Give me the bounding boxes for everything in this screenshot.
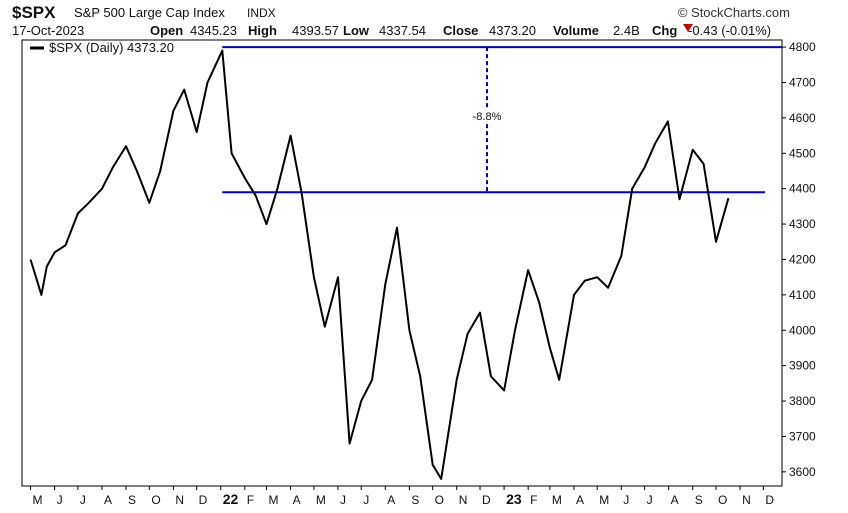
stat-value-close: 4373.20 xyxy=(489,23,536,38)
drawdown-label-bg xyxy=(467,109,508,123)
x-tick-label: A xyxy=(671,493,679,507)
legend-label: $SPX (Daily) 4373.20 xyxy=(49,40,174,55)
x-tick-label: S xyxy=(128,493,136,507)
stat-label-low: Low xyxy=(343,23,370,38)
y-tick-label: 4600 xyxy=(789,111,816,125)
x-tick-label: M xyxy=(33,493,43,507)
stat-value-open: 4345.23 xyxy=(190,23,237,38)
stat-value-high: 4393.57 xyxy=(292,23,339,38)
x-tick-label: D xyxy=(199,493,208,507)
price-line xyxy=(29,49,730,480)
y-axis: 3600 3700 3800 3900 4000 4100 4200 4300 4400 4500… xyxy=(782,40,816,479)
y-tick-label: 4500 xyxy=(789,146,816,160)
stat-label-chg: Chg xyxy=(652,23,677,38)
x-tick-label: O xyxy=(718,493,727,507)
exchange-label: INDX xyxy=(247,6,276,20)
stat-value-volume: 2.4B xyxy=(613,23,640,38)
x-tick-label: M xyxy=(599,493,609,507)
x-tick-label: F xyxy=(530,493,537,507)
x-tick-label: J xyxy=(647,493,653,507)
x-tick-label: D xyxy=(765,493,774,507)
y-tick-label: 4100 xyxy=(789,288,816,302)
symbol-title: $SPX xyxy=(12,3,56,22)
stat-label-close: Close xyxy=(443,23,478,38)
y-tick-label: 4700 xyxy=(789,75,816,89)
x-tick-label: A xyxy=(387,493,395,507)
x-tick-label: M xyxy=(316,493,326,507)
y-tick-label: 3900 xyxy=(789,359,816,373)
stat-label-open: Open xyxy=(150,23,183,38)
y-tick-label: 4800 xyxy=(789,40,816,54)
x-tick-label: D xyxy=(482,493,491,507)
stats-row: Open 4345.23 High 4393.57 Low 4337.54 Close 437… xyxy=(150,23,771,38)
x-tick-label: J xyxy=(340,493,346,507)
y-tick-label: 4200 xyxy=(789,252,816,266)
x-tick-label: J xyxy=(57,493,63,507)
y-tick-label: 3700 xyxy=(789,429,816,443)
stat-value-chg: -0.43 (-0.01%) xyxy=(688,23,771,38)
x-tick-label: A xyxy=(104,493,112,507)
x-tick-label: J xyxy=(623,493,629,507)
x-tick-label: O xyxy=(435,493,444,507)
stat-value-low: 4337.54 xyxy=(379,23,426,38)
y-tick-label: 3800 xyxy=(789,394,816,408)
down-triangle-icon xyxy=(683,24,693,32)
x-tick-label: M xyxy=(269,493,279,507)
y-tick-label: 4400 xyxy=(789,182,816,196)
x-tick-label: A xyxy=(576,493,584,507)
stat-label-volume: Volume xyxy=(553,23,599,38)
x-tick-label: S xyxy=(411,493,419,507)
annotation-layer: -8.8% xyxy=(222,46,782,194)
x-tick-label: M xyxy=(552,493,562,507)
x-tick-label: A xyxy=(293,493,301,507)
x-tick-label: 23 xyxy=(506,491,522,507)
chart-date: 17-Oct-2023 xyxy=(12,23,84,38)
x-tick-label: J xyxy=(80,493,86,507)
x-tick-label: N xyxy=(175,493,184,507)
drawdown-label: -8.8% xyxy=(473,111,502,123)
x-tick-label: N xyxy=(459,493,468,507)
plot-frame xyxy=(21,39,783,487)
stat-label-high: High xyxy=(248,23,277,38)
x-tick-label: O xyxy=(151,493,160,507)
x-tick-label: J xyxy=(363,493,369,507)
x-axis: M J J A S O N D 22 F M A M J J A S O N D 23 F M A M J J A S O N D xyxy=(30,486,774,507)
index-name: S&P 500 Large Cap Index xyxy=(74,5,225,20)
y-tick-label: 3600 xyxy=(789,465,816,479)
x-tick-label: 22 xyxy=(223,491,239,507)
x-tick-label: F xyxy=(247,493,254,507)
watermark: © StockCharts.com xyxy=(678,5,790,20)
y-tick-label: 4000 xyxy=(789,323,816,337)
x-tick-label: N xyxy=(742,493,751,507)
legend: $SPX (Daily) 4373.20 xyxy=(30,40,174,55)
x-tick-label: S xyxy=(695,493,703,507)
y-tick-label: 4300 xyxy=(789,217,816,231)
